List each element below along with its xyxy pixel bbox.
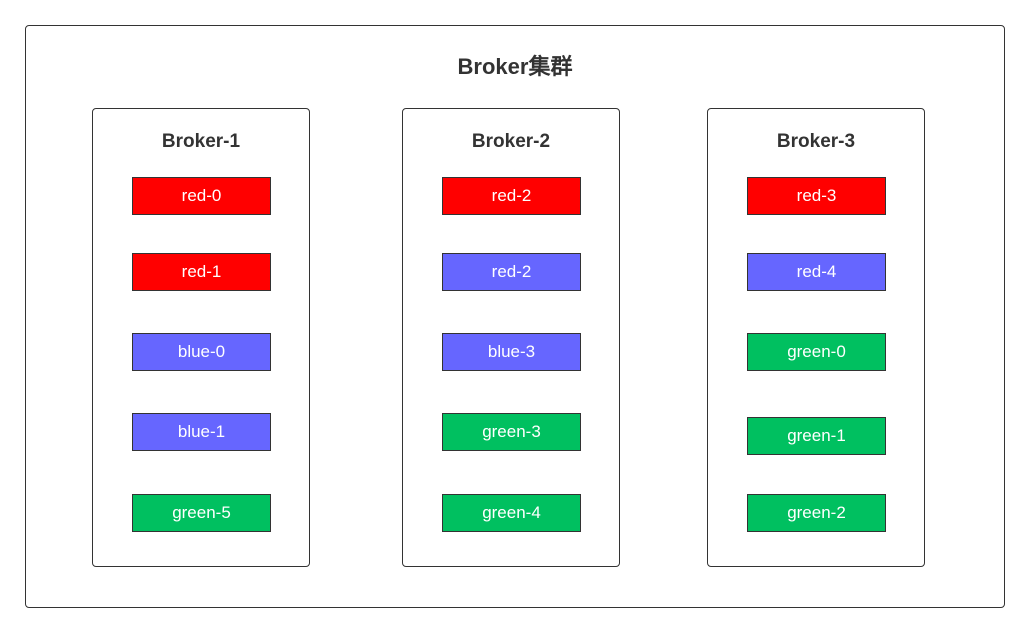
broker-cluster: Broker集群 <box>25 25 1005 608</box>
partition-box: red-3 <box>747 177 886 215</box>
broker-2-box: Broker-2 red-2 red-2 blue-3 green-3 gree… <box>402 108 620 567</box>
broker-1-box: Broker-1 red-0 red-1 blue-0 blue-1 green… <box>92 108 310 567</box>
partition-box: red-4 <box>747 253 886 291</box>
broker-3-box: Broker-3 red-3 red-4 green-0 green-1 gre… <box>707 108 925 567</box>
partition-box: green-0 <box>747 333 886 371</box>
partition-box: blue-3 <box>442 333 581 371</box>
partition-box: red-2 <box>442 177 581 215</box>
broker-title: Broker-1 <box>161 131 241 152</box>
broker-title: Broker-2 <box>471 131 551 152</box>
partition-box: green-1 <box>747 417 886 455</box>
partition-box: green-5 <box>132 494 271 532</box>
partition-box: green-3 <box>442 413 581 451</box>
partition-box: green-2 <box>747 494 886 532</box>
partition-box: blue-0 <box>132 333 271 371</box>
cluster-title: Broker集群 <box>457 54 573 79</box>
broker-title: Broker-3 <box>776 131 856 152</box>
partition-box: red-0 <box>132 177 271 215</box>
partition-box: blue-1 <box>132 413 271 451</box>
partition-box: green-4 <box>442 494 581 532</box>
partition-box: red-2 <box>442 253 581 291</box>
partition-box: red-1 <box>132 253 271 291</box>
